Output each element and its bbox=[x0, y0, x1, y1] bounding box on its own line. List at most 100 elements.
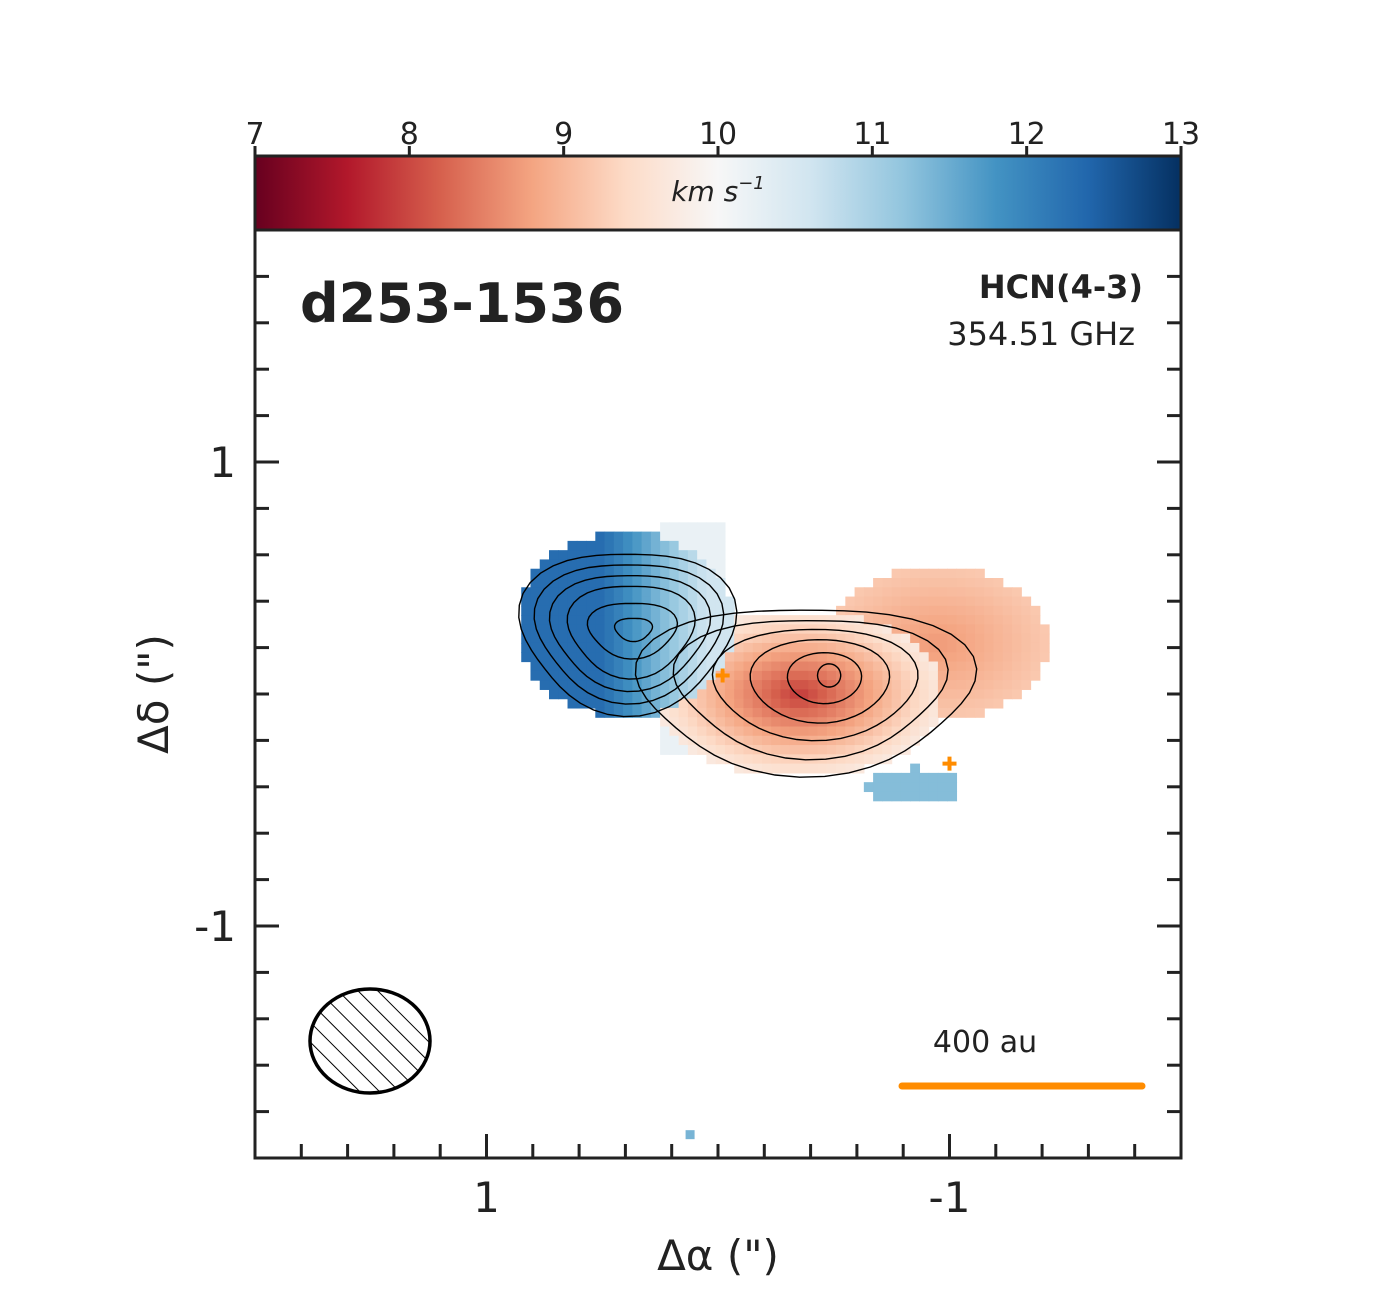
velocity-pixel bbox=[873, 624, 883, 635]
velocity-pixel bbox=[854, 624, 865, 635]
velocity-pixel bbox=[743, 680, 754, 690]
velocity-pixel bbox=[530, 661, 541, 672]
velocity-pixel bbox=[743, 735, 754, 746]
velocity-pixel bbox=[576, 605, 587, 616]
velocity-pixel bbox=[974, 680, 985, 690]
velocity-pixel bbox=[558, 680, 569, 690]
velocity-pixel bbox=[900, 642, 911, 653]
velocity-pixel bbox=[974, 624, 985, 635]
velocity-pixel bbox=[817, 642, 828, 653]
colorbar-tick-label: 11 bbox=[853, 117, 891, 152]
velocity-pixel bbox=[947, 689, 958, 700]
velocity-pixel bbox=[724, 661, 735, 672]
velocity-pixel bbox=[993, 680, 1004, 690]
velocity-pixel bbox=[724, 615, 735, 625]
velocity-pixel bbox=[919, 670, 930, 681]
velocity-pixel bbox=[660, 652, 670, 663]
velocity-pixel bbox=[687, 568, 698, 579]
velocity-pixel bbox=[836, 652, 846, 663]
velocity-pixel bbox=[1012, 670, 1022, 681]
velocity-pixel bbox=[854, 633, 865, 644]
velocity-pixel bbox=[623, 578, 633, 588]
y-axis-label: Δδ (") bbox=[129, 634, 178, 754]
velocity-pixel bbox=[808, 680, 819, 690]
velocity-pixel bbox=[558, 559, 569, 570]
velocity-pixel bbox=[817, 707, 828, 718]
velocity-pixel bbox=[891, 726, 902, 737]
velocity-pixel bbox=[845, 698, 856, 709]
velocity-pixel bbox=[613, 661, 624, 672]
velocity-pixel bbox=[549, 578, 559, 588]
velocity-pixel bbox=[743, 670, 754, 681]
velocity-pixel bbox=[724, 605, 735, 616]
velocity-pixel bbox=[743, 698, 754, 709]
velocity-pixel bbox=[845, 763, 856, 774]
velocity-pixel bbox=[539, 559, 550, 570]
velocity-pixel bbox=[891, 661, 902, 672]
velocity-pixel bbox=[613, 531, 624, 542]
velocity-pixel bbox=[965, 661, 976, 672]
velocity-pixel bbox=[780, 624, 791, 635]
velocity-pixel bbox=[660, 670, 670, 681]
velocity-pixel bbox=[678, 680, 689, 690]
velocity-pixel bbox=[530, 568, 541, 579]
velocity-pixel bbox=[826, 726, 837, 737]
velocity-pixel bbox=[882, 578, 893, 588]
velocity-pixel bbox=[965, 698, 976, 709]
velocity-pixel bbox=[993, 633, 1004, 644]
velocity-pixel bbox=[678, 633, 689, 644]
velocity-pixel bbox=[836, 698, 846, 709]
velocity-pixel bbox=[900, 726, 911, 737]
velocity-pixel bbox=[669, 624, 680, 635]
velocity-pixel bbox=[734, 707, 745, 718]
velocity-pixel bbox=[910, 791, 921, 802]
velocity-pixel bbox=[956, 633, 967, 644]
velocity-pixel bbox=[993, 615, 1004, 625]
velocity-pixel bbox=[549, 633, 559, 644]
velocity-pixel bbox=[873, 642, 883, 653]
velocity-pixel bbox=[891, 782, 902, 793]
velocity-pixel bbox=[817, 763, 828, 774]
velocity-pixel bbox=[604, 680, 615, 690]
velocity-pixel bbox=[632, 578, 643, 588]
velocity-pixel bbox=[891, 772, 902, 783]
velocity-pixel bbox=[761, 652, 772, 663]
velocity-pixel bbox=[761, 624, 772, 635]
velocity-pixel bbox=[863, 707, 874, 718]
velocity-pixel bbox=[937, 782, 948, 793]
velocity-pixel bbox=[817, 745, 828, 755]
velocity-pixel bbox=[715, 559, 726, 570]
velocity-pixel bbox=[706, 596, 717, 607]
velocity-pixel bbox=[910, 605, 921, 616]
velocity-pixel bbox=[641, 642, 652, 653]
velocity-pixel bbox=[687, 717, 698, 728]
velocity-pixel bbox=[660, 596, 670, 607]
velocity-pixel bbox=[854, 652, 865, 663]
velocity-pixel bbox=[641, 670, 652, 681]
scalebar-label: 400 au bbox=[933, 1025, 1037, 1060]
velocity-pixel bbox=[956, 587, 967, 598]
velocity-pixel bbox=[669, 726, 680, 737]
velocity-pixel bbox=[706, 670, 717, 681]
velocity-pixel bbox=[576, 615, 587, 625]
velocity-pixel bbox=[873, 587, 883, 598]
velocity-pixel bbox=[891, 698, 902, 709]
velocity-pixel bbox=[965, 578, 976, 588]
velocity-pixel bbox=[669, 689, 680, 700]
velocity-pixel bbox=[937, 698, 948, 709]
x-tick-label: -1 bbox=[929, 1173, 971, 1222]
velocity-pixel bbox=[567, 642, 578, 653]
velocity-pixel bbox=[660, 531, 670, 542]
velocity-pixel bbox=[854, 670, 865, 681]
axis-ticks: 1 -1 1 -1 bbox=[194, 274, 1181, 1222]
velocity-pixel bbox=[919, 568, 930, 579]
velocity-pixel bbox=[650, 652, 661, 663]
velocity-pixel bbox=[965, 568, 976, 579]
velocity-pixel bbox=[974, 689, 985, 700]
velocity-pixel bbox=[1030, 633, 1041, 644]
velocity-pixel bbox=[558, 624, 569, 635]
velocity-pixel bbox=[808, 670, 819, 681]
velocity-pixel bbox=[650, 596, 661, 607]
velocity-pixel bbox=[863, 596, 874, 607]
velocity-pixel bbox=[789, 615, 800, 625]
